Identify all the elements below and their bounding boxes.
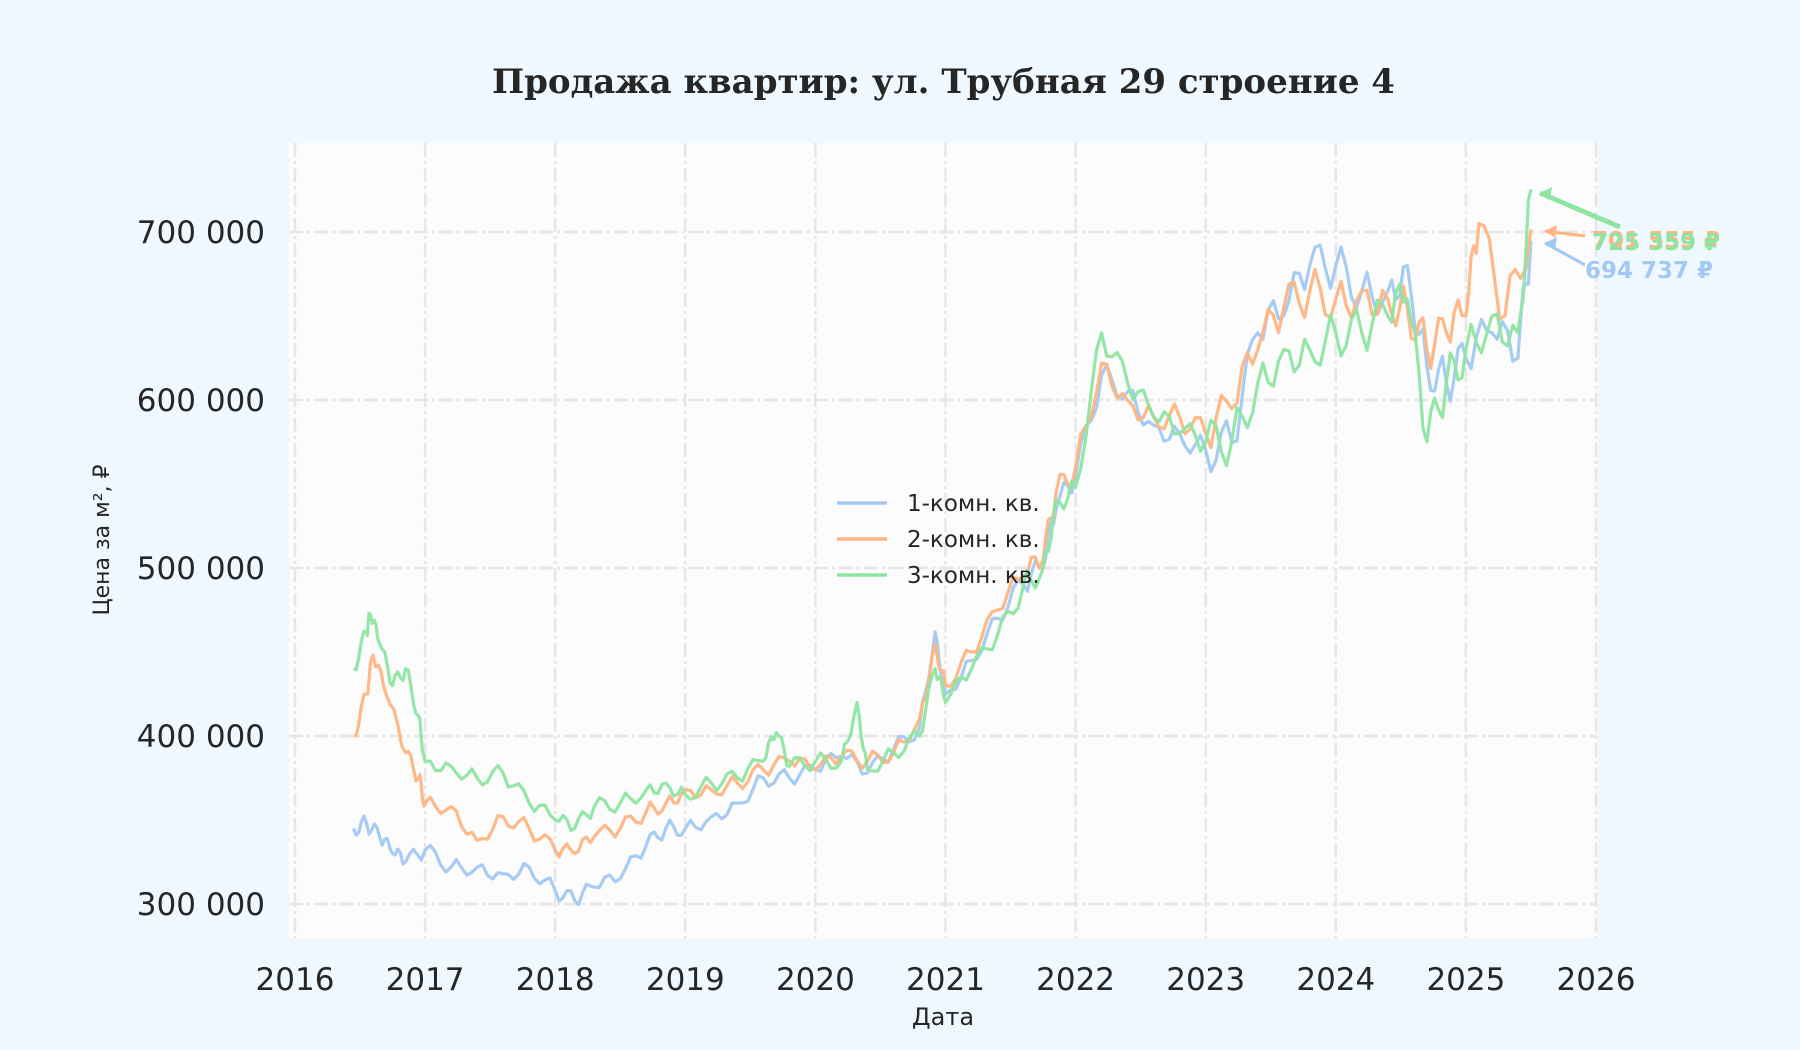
annotation-label: 725 359 ₽ (1592, 230, 1720, 256)
value-annotations: 694 737 ₽ 701 555 ₽725 359 ₽ (1539, 187, 1720, 284)
legend-label: 1-комн. кв. (907, 491, 1040, 517)
x-axis-label: Дата (912, 1003, 974, 1031)
x-tick-label: 2021 (906, 962, 985, 998)
arrow-head-icon (1540, 187, 1552, 200)
arrow-head-icon (1545, 225, 1557, 238)
series-lines (352, 189, 1533, 907)
y-tick-label: 600 000 (137, 383, 265, 419)
x-tick-label: 2026 (1557, 962, 1636, 998)
x-tick-label: 2024 (1296, 962, 1375, 998)
series-line-3 (352, 189, 1533, 833)
annotation-label: 701 555 ₽ (1592, 228, 1720, 254)
y-tick-label: 700 000 (137, 215, 265, 251)
legend: 1-комн. кв. 2-комн. кв. 3-комн. кв. (837, 491, 1040, 589)
chart-title: Продажа квартир: ул. Трубная 29 строение… (492, 62, 1395, 102)
plot-area (289, 143, 1597, 938)
x-tick-label: 2018 (516, 962, 595, 998)
x-tick-label: 2023 (1166, 962, 1245, 998)
x-tick-label: 2016 (256, 962, 335, 998)
x-tick-label: 2022 (1036, 962, 1115, 998)
x-tick-label: 2025 (1426, 962, 1505, 998)
x-tick-label: 2019 (646, 962, 725, 998)
y-axis-ticks: 300 000 400 000 500 000 600 000 700 000 (137, 215, 265, 923)
series-line-1 (352, 240, 1533, 907)
arrow-head-icon (1545, 237, 1557, 250)
legend-label: 2-комн. кв. (907, 527, 1040, 553)
x-tick-label: 2017 (386, 962, 465, 998)
y-tick-label: 400 000 (137, 719, 265, 755)
y-axis-label: Цена за м², ₽ (90, 464, 115, 615)
grid-lines (289, 143, 1598, 938)
annotation-arrow (1539, 190, 1621, 230)
x-axis-ticks: 2016 2017 2018 2019 2020 2021 2022 2023 2024 2025… (256, 962, 1636, 998)
x-tick-label: 2020 (776, 962, 855, 998)
annotation-label: 694 737 ₽ (1585, 258, 1713, 284)
y-tick-label: 300 000 (137, 887, 265, 923)
y-tick-label: 500 000 (137, 551, 265, 587)
legend-label: 3-комн. кв. (907, 563, 1040, 589)
